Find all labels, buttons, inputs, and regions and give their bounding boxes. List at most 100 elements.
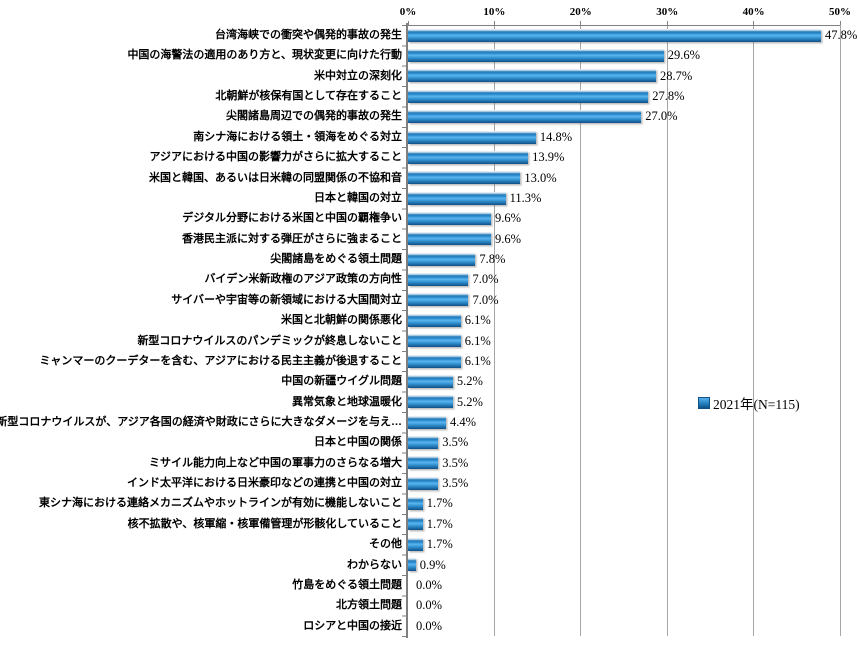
- category-label: 香港民主派に対する弾圧がさらに強まること: [182, 232, 402, 245]
- legend-label: 2021年(N=115): [713, 397, 800, 412]
- bar: [408, 558, 416, 572]
- bar: [408, 191, 506, 205]
- bar: [408, 313, 461, 327]
- value-label: 14.8%: [539, 129, 573, 144]
- value-label: 7.0%: [472, 272, 499, 287]
- bar: [408, 456, 439, 470]
- value-axis-tick-label: 10%: [483, 6, 506, 18]
- category-label: バイデン米新政権のアジア政策の方向性: [204, 273, 402, 286]
- value-axis-tick: [666, 21, 668, 25]
- value-axis-tick-label: 0%: [399, 6, 417, 18]
- category-label: ミャンマーのクーデターを含む、アジアにおける民主主義が後退すること: [39, 354, 402, 367]
- category-label: 新型コロナウイルスのパンデミックが終息しないこと: [137, 334, 402, 347]
- value-label: 1.7%: [426, 516, 453, 531]
- bar: [408, 293, 469, 307]
- legend-marker-icon: [698, 397, 710, 409]
- value-label: 6.1%: [464, 353, 491, 368]
- bar: [408, 89, 649, 103]
- category-label: 米中対立の深刻化: [314, 69, 402, 82]
- category-label: 中国の海警法の適用のあり方と、現状変更に向けた行動: [127, 49, 402, 62]
- bar: [408, 374, 453, 388]
- value-label: 3.5%: [442, 455, 469, 470]
- value-axis-tick-label: 50%: [829, 6, 851, 18]
- value-label: 5.2%: [456, 374, 483, 389]
- bar: [408, 171, 521, 185]
- bar: [408, 252, 476, 266]
- value-label: 1.7%: [426, 496, 453, 511]
- bar: [408, 476, 439, 490]
- gridline: [666, 25, 668, 636]
- category-label: 南シナ海における領土・領海をめぐる対立: [193, 130, 402, 143]
- category-label: 異常気象と地球温暖化: [292, 395, 402, 408]
- value-label: 29.6%: [667, 48, 701, 63]
- value-label: 27.8%: [652, 89, 685, 104]
- value-label: 3.5%: [442, 435, 469, 450]
- bar: [408, 130, 536, 144]
- category-label: 中国の新疆ウイグル問題: [281, 375, 402, 388]
- value-label: 1.7%: [426, 537, 453, 552]
- bar: [408, 517, 423, 531]
- category-label: 北方領土問題: [336, 599, 402, 612]
- value-label: 0.0%: [416, 598, 443, 613]
- bar: [408, 69, 656, 83]
- value-axis-tick-label: 40%: [742, 6, 765, 18]
- value-label: 6.1%: [464, 333, 491, 348]
- value-label: 0.0%: [416, 577, 443, 592]
- bar: [408, 49, 664, 63]
- bar: [408, 232, 491, 246]
- value-label: 11.3%: [509, 190, 542, 205]
- value-label: 4.4%: [450, 414, 477, 429]
- category-axis-ticks: [402, 25, 406, 637]
- value-label: 0.0%: [416, 618, 443, 633]
- gridline: [580, 25, 582, 636]
- gridline: [493, 25, 495, 636]
- legend: 2021年(N=115): [698, 393, 800, 413]
- category-label: 新型コロナウイルスが、アジア各国の経済や財政にさらに大きなダメージを与え…: [0, 415, 402, 428]
- value-label: 6.1%: [464, 313, 491, 328]
- value-label: 7.8%: [479, 252, 506, 267]
- bar: [408, 150, 529, 164]
- category-label: 米国と韓国、あるいは日米韓の同盟関係の不協和音: [149, 171, 402, 184]
- category-label: 日本と韓国の対立: [314, 191, 402, 204]
- value-axis-tick: [580, 21, 582, 25]
- value-label: 9.6%: [494, 211, 521, 226]
- category-label: その他: [369, 538, 402, 551]
- bar: [408, 537, 423, 551]
- value-label: 28.7%: [659, 68, 693, 83]
- value-label: 13.0%: [524, 170, 557, 185]
- bar: [408, 110, 642, 124]
- bar: [408, 334, 461, 348]
- category-label: 竹島をめぐる領土問題: [292, 578, 402, 591]
- value-label: 5.2%: [456, 394, 483, 409]
- gridline: [753, 25, 755, 636]
- value-label: 0.9%: [419, 557, 446, 572]
- value-label: 47.8%: [824, 28, 858, 42]
- category-label: わからない: [347, 558, 402, 571]
- category-label: 北朝鮮が核保有国として存在すること: [215, 90, 402, 103]
- value-label: 9.6%: [494, 231, 521, 246]
- bar: [408, 28, 821, 42]
- value-axis-tick-label: 30%: [656, 6, 679, 18]
- category-label: インド太平洋における日米豪印などの連携と中国の対立: [127, 477, 402, 490]
- category-label: 尖閣諸島をめぐる領土問題: [270, 253, 402, 266]
- gridline: [839, 25, 841, 636]
- value-label: 27.0%: [645, 109, 678, 124]
- value-label: 3.5%: [442, 476, 469, 491]
- category-label: サイバーや宇宙等の新領域における大国間対立: [171, 293, 402, 306]
- value-axis-line: [408, 25, 840, 26]
- category-label: 尖閣諸島周辺での偶発的事故の発生: [226, 110, 402, 123]
- value-label: 13.9%: [532, 150, 565, 165]
- value-axis-tick: [753, 21, 755, 25]
- category-label: ロシアと中国の接近: [303, 619, 402, 632]
- bar: [408, 395, 453, 409]
- category-label: 台湾海峡での衝突や偶発的事故の発生: [215, 29, 402, 41]
- bar: [408, 497, 423, 511]
- value-axis-tick: [407, 21, 409, 25]
- bar: [408, 273, 469, 287]
- category-axis-line: [406, 23, 408, 638]
- category-label: 米国と北朝鮮の関係悪化: [281, 314, 402, 327]
- bar: [408, 354, 461, 368]
- value-label: 7.0%: [472, 292, 499, 307]
- category-label: アジアにおける中国の影響力がさらに拡大すること: [149, 151, 402, 164]
